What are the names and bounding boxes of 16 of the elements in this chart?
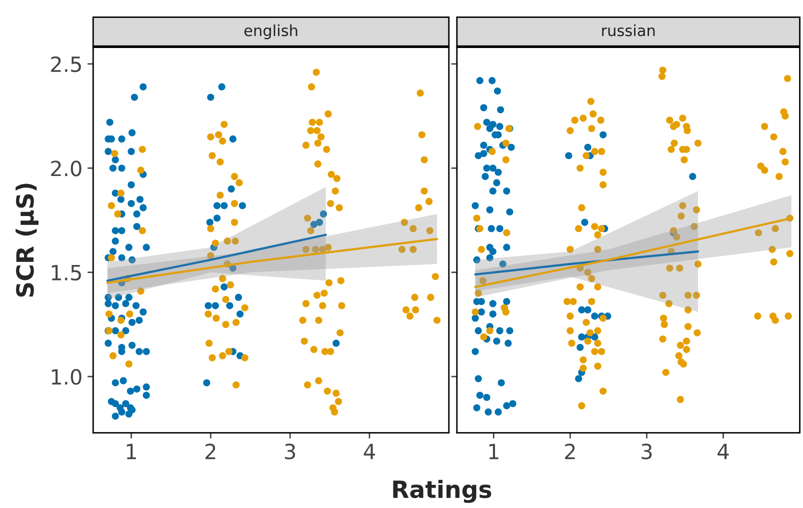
y-tick-label: 1.0 [52, 368, 82, 385]
chart-title: russian [602, 24, 655, 36]
x-tick-label: 2 [565, 444, 575, 460]
x-tick-label: 4 [718, 444, 729, 460]
y-tick-label: 2.5 [51, 56, 81, 72]
x-axis-title: Ratings [393, 480, 492, 503]
x-tick-label: 3 [642, 444, 652, 460]
x-tick-label: 2 [206, 444, 216, 460]
y-axis-title: SCR (μS) [16, 184, 38, 297]
y-tick-label: 1.5 [52, 265, 81, 281]
x-tick-label: 1 [126, 444, 136, 460]
x-tick-label: 3 [285, 444, 296, 460]
x-tick-label: 4 [364, 444, 375, 460]
y-tick-label: 2.0 [51, 160, 82, 176]
x-tick-label: 1 [489, 444, 498, 460]
chart-title: english [244, 24, 298, 40]
